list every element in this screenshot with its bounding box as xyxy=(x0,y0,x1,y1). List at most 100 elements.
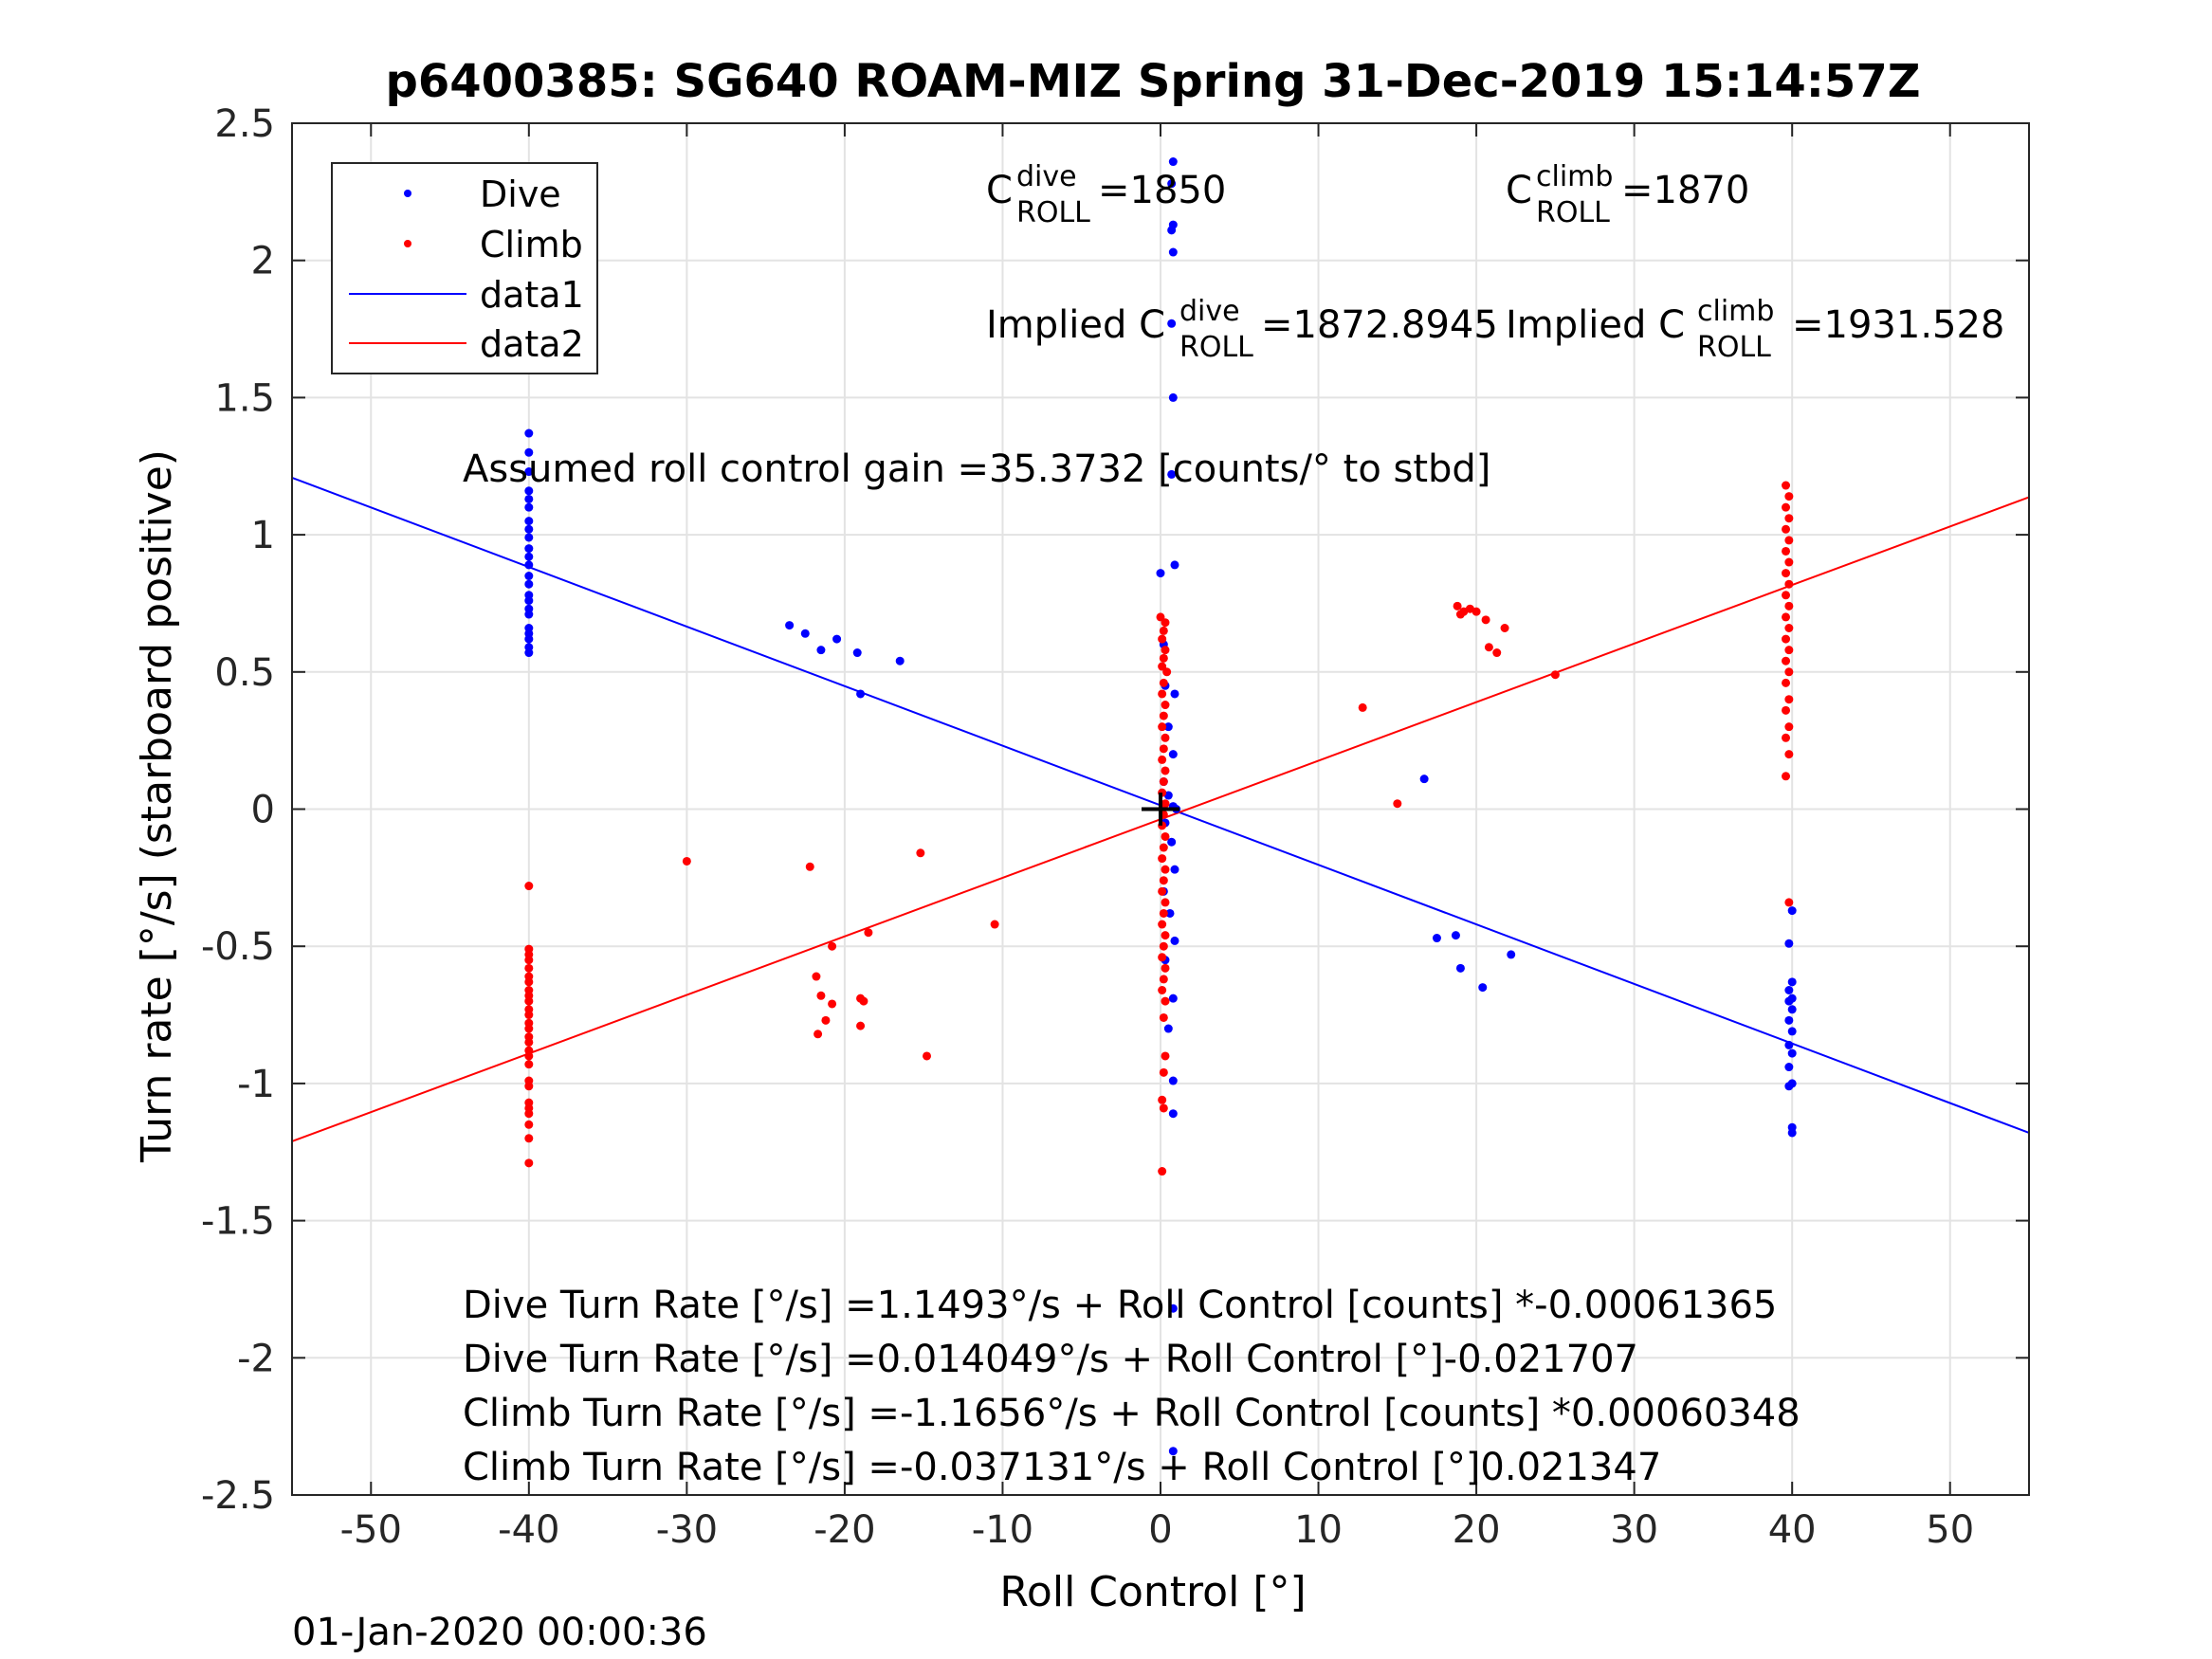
dive-point xyxy=(1167,226,1177,235)
dive-point xyxy=(856,689,866,699)
svg-text:=1872.8945: =1872.8945 xyxy=(1261,303,1498,347)
dive-point xyxy=(524,610,534,619)
climb-point xyxy=(1159,653,1168,663)
climb-point xyxy=(1161,701,1170,710)
climb-point xyxy=(1159,626,1168,635)
climb-point xyxy=(1161,766,1170,775)
climb-point xyxy=(856,1021,866,1030)
dive-point xyxy=(1432,934,1441,943)
climb-point xyxy=(1784,750,1794,759)
climb-point xyxy=(1782,502,1791,512)
dive-point xyxy=(524,648,534,658)
dive-point xyxy=(1165,908,1175,918)
dive-point xyxy=(524,579,534,589)
climb-point xyxy=(1158,920,1167,929)
climb-point xyxy=(524,1109,534,1119)
climb-point xyxy=(1782,546,1791,556)
svg-text:=1870: =1870 xyxy=(1621,169,1749,212)
svg-text:=1931.528: =1931.528 xyxy=(1792,303,2004,347)
climb-point xyxy=(1481,615,1490,625)
series-dive xyxy=(524,157,1797,1456)
climb-point xyxy=(1393,799,1402,809)
climb-point xyxy=(1161,931,1170,940)
climb-point xyxy=(524,1051,534,1061)
climb-point xyxy=(1158,886,1167,896)
x-tick-label: -40 xyxy=(498,1508,559,1552)
legend-data1-label: data1 xyxy=(480,274,584,316)
x-tick-label: 20 xyxy=(1453,1508,1501,1552)
dive-point xyxy=(1156,569,1165,578)
y-tick-label: 2 xyxy=(251,240,275,283)
dive-point xyxy=(1787,906,1797,916)
dive-point xyxy=(1784,996,1794,1006)
climb-point xyxy=(1161,799,1170,809)
climb-point xyxy=(1782,656,1791,665)
x-tick-label: -30 xyxy=(656,1508,718,1552)
dive-point xyxy=(816,646,826,655)
climb-point xyxy=(1500,623,1509,632)
climb-point xyxy=(1472,607,1481,616)
dive-point xyxy=(1784,939,1794,948)
dive-point xyxy=(1163,1024,1173,1033)
legend-dive-marker xyxy=(404,190,411,197)
climb-point xyxy=(1158,953,1167,962)
climb-point xyxy=(1159,908,1168,918)
climb-point xyxy=(1161,618,1170,628)
climb-point xyxy=(828,941,837,951)
dive-point xyxy=(1507,950,1516,959)
legend-climb-marker xyxy=(404,240,411,247)
climb-point xyxy=(1158,854,1167,864)
climb-point xyxy=(1158,755,1167,764)
data-points xyxy=(524,157,1797,1456)
dive-point xyxy=(524,572,534,581)
climb-point xyxy=(916,848,925,858)
svg-text:Implied C: Implied C xyxy=(1506,303,1685,347)
dive-point xyxy=(524,524,534,534)
climb-point xyxy=(1158,634,1167,644)
climb-point xyxy=(1159,876,1168,885)
climb-point xyxy=(814,1030,823,1039)
annotation-eq4: Climb Turn Rate [°/s] =-0.037131°/s + Ro… xyxy=(463,1446,1661,1489)
dive-point xyxy=(1455,963,1465,973)
climb-point xyxy=(1161,733,1170,742)
climb-point xyxy=(1159,843,1168,852)
climb-point xyxy=(859,996,868,1006)
legend-climb-label: Climb xyxy=(480,224,583,265)
climb-point xyxy=(923,1051,932,1061)
svg-text:climb: climb xyxy=(1697,295,1774,328)
climb-point xyxy=(1782,705,1791,715)
climb-point xyxy=(1784,557,1794,567)
dive-point xyxy=(524,533,534,542)
climb-point xyxy=(1161,831,1170,841)
dive-point xyxy=(1167,469,1177,479)
svg-text:C: C xyxy=(1506,169,1532,212)
dive-point xyxy=(524,560,534,570)
x-tick-label: -10 xyxy=(972,1508,1033,1552)
y-tick-label: -2.5 xyxy=(201,1474,275,1518)
svg-text:ROLL: ROLL xyxy=(1016,196,1090,229)
climb-point xyxy=(524,1024,534,1033)
climb-point xyxy=(524,977,534,987)
dive-point xyxy=(1784,986,1794,995)
dive-point xyxy=(1784,1015,1794,1025)
dive-point xyxy=(1168,994,1178,1003)
climb-point xyxy=(1492,648,1502,658)
dive-point xyxy=(524,552,534,561)
chart-title: p6400385: SG640 ROAM-MIZ Spring 31-Dec-2… xyxy=(385,55,1920,108)
climb-point xyxy=(1161,1051,1170,1061)
annotation-implied-dive: Implied C dive ROLL =1872.8945 xyxy=(986,295,1498,364)
dive-point xyxy=(1170,865,1179,874)
dive-point xyxy=(524,467,534,477)
climb-point xyxy=(524,882,534,891)
series-climb xyxy=(524,481,1794,1176)
dive-point xyxy=(524,486,534,496)
dive-point xyxy=(1170,936,1179,945)
dive-point xyxy=(1168,247,1178,257)
dive-point xyxy=(1168,1076,1178,1085)
legend: Dive Climb data1 data2 xyxy=(331,162,598,374)
dive-point xyxy=(1787,1128,1797,1138)
climb-point xyxy=(1784,492,1794,501)
climb-point xyxy=(1159,744,1168,754)
climb-point xyxy=(524,1082,534,1091)
svg-text:Implied C: Implied C xyxy=(986,303,1165,347)
